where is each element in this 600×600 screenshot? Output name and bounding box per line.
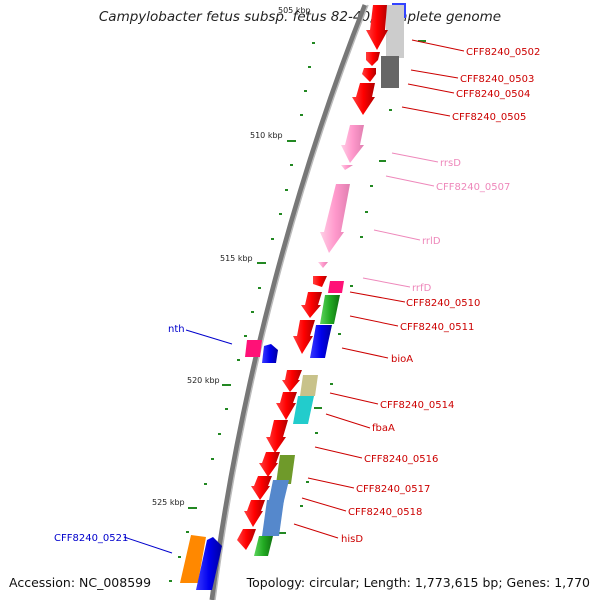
gene-arrow [301, 292, 322, 318]
gene-arrow [254, 536, 273, 556]
feature-label[interactable]: rrfD [412, 283, 432, 294]
gene-arrow [251, 476, 272, 500]
gene-arrow [318, 262, 328, 268]
gene-arrow [381, 56, 399, 88]
gene-arrow [341, 165, 353, 170]
feature-label[interactable]: CFF8240_0514 [380, 400, 454, 411]
gene-arrow [262, 500, 284, 536]
scale-label: 505 kbp [278, 6, 311, 15]
gene-arrow [362, 68, 376, 82]
right-ticks [256, 40, 426, 534]
feature-label[interactable]: CFF8240_0516 [364, 454, 438, 465]
gene-arrow [310, 325, 332, 358]
feature-label[interactable]: rrlD [422, 236, 441, 247]
gene-arrow [328, 281, 344, 293]
feature-label[interactable]: CFF8240_0511 [400, 322, 474, 333]
genome-backbone-shadow [214, 4, 369, 600]
accession-label: Accession: NC_008599 [9, 575, 152, 590]
gene-arrow [276, 392, 297, 420]
feature-label[interactable]: CFF8240_0510 [406, 298, 480, 309]
gene-arrow [266, 420, 288, 453]
scale-label: 510 kbp [250, 131, 283, 140]
gene-arrow [293, 320, 315, 354]
scale-ticks [169, 42, 315, 582]
gene-arrow [276, 455, 295, 484]
feature-label[interactable]: bioA [391, 354, 413, 365]
feature-label[interactable]: CFF8240_0504 [456, 89, 530, 100]
feature-label[interactable]: CFF8240_0518 [348, 507, 422, 518]
feature-label[interactable]: fbaA [372, 423, 395, 434]
feature-label[interactable]: CFF8240_0521 [54, 533, 128, 544]
feature-label[interactable]: CFF8240_0507 [436, 182, 510, 193]
gene-arrow [268, 480, 289, 505]
scale-label: 525 kbp [152, 498, 185, 507]
gene-arrow [244, 500, 265, 527]
scale-label: 515 kbp [220, 254, 253, 263]
feature-labels: CFF8240_0502 CFF8240_0503 CFF8240_0504 C… [54, 47, 540, 545]
label-leaders [123, 39, 465, 554]
gene-arrow [320, 184, 350, 253]
gene-arrow [352, 83, 375, 115]
feature-label[interactable]: rrsD [440, 158, 461, 169]
gene-arrow [262, 344, 278, 363]
gene-arrow [366, 5, 388, 50]
gene-arrow [237, 529, 256, 550]
gene-arrow [341, 125, 364, 163]
gene-arrow [245, 340, 262, 357]
genome-stats-label: Topology: circular; Length: 1,773,615 bp… [246, 575, 590, 590]
gene-arrow [300, 375, 318, 396]
feature-label[interactable]: nth [168, 324, 185, 335]
gene-arrow [313, 276, 327, 287]
gene-arrow [259, 452, 280, 477]
gene-arrow [386, 5, 404, 58]
gene-features [180, 3, 406, 590]
gene-arrow [180, 535, 206, 583]
gene-arrow [196, 537, 222, 590]
feature-label[interactable]: CFF8240_0517 [356, 484, 430, 495]
feature-label[interactable]: CFF8240_0502 [466, 47, 540, 58]
feature-label[interactable]: hisD [341, 534, 363, 545]
scale-label: 520 kbp [187, 376, 220, 385]
genome-backbone [209, 4, 368, 600]
feature-label[interactable]: CFF8240_0505 [452, 112, 526, 123]
feature-label[interactable]: CFF8240_0503 [460, 74, 534, 85]
gene-arrow [293, 396, 314, 424]
gene-arrow [366, 52, 380, 66]
gene-arrow [282, 370, 302, 392]
gene-arrow [320, 295, 340, 324]
